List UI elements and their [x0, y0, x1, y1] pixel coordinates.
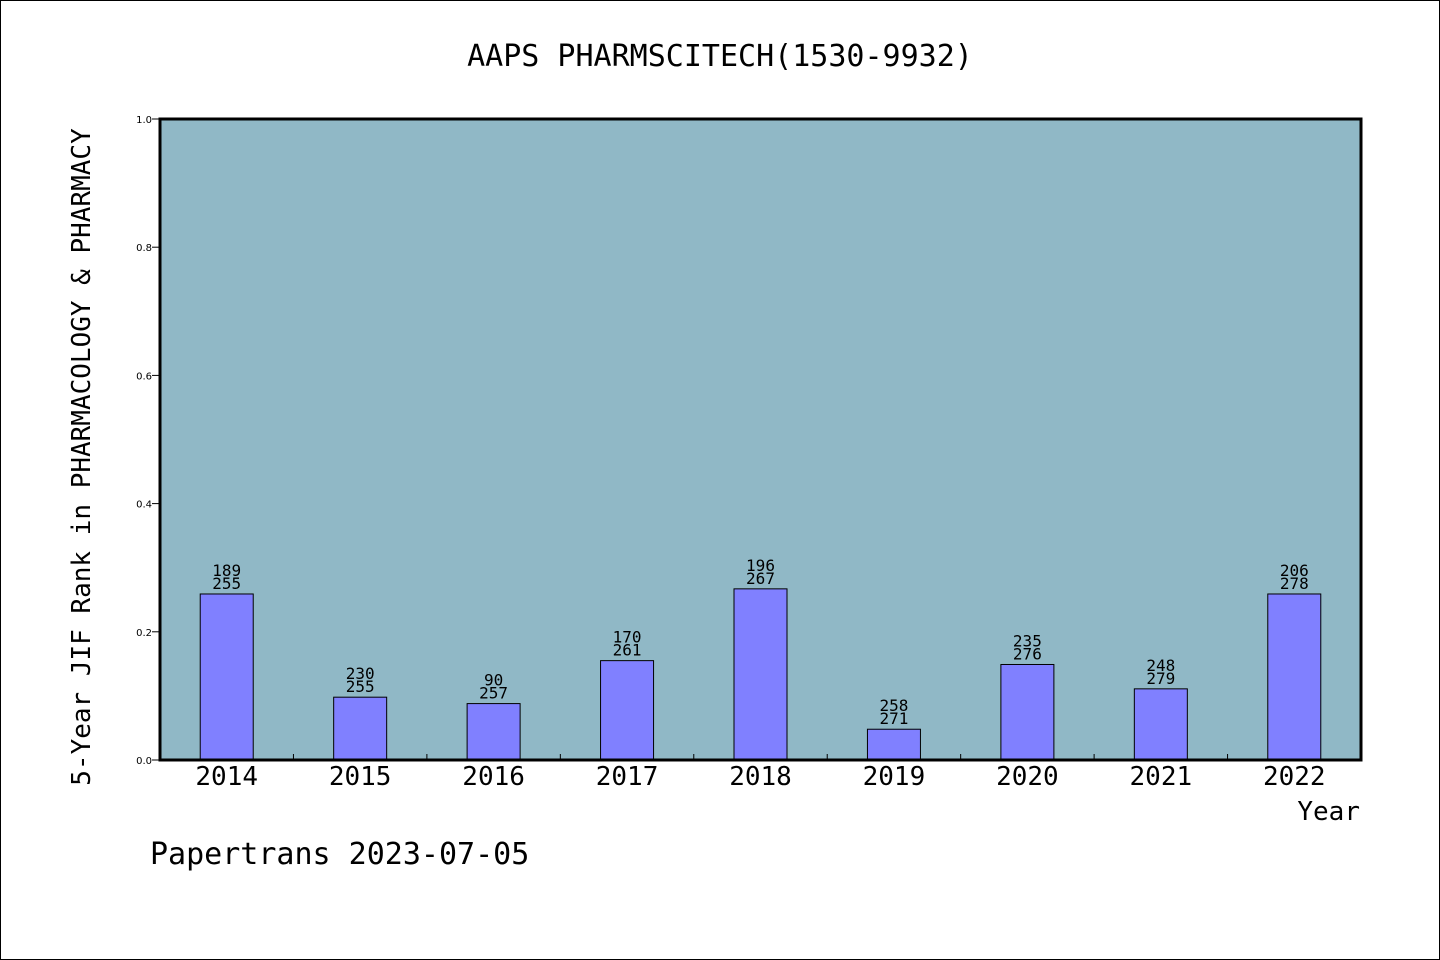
x-tick-label: 2020 [996, 762, 1059, 792]
plot-border [158, 117, 1363, 762]
bar-total-label: 279 [1146, 669, 1175, 688]
y-axis: 0.0 0.2 0.4 0.6 0.8 1.0 [136, 115, 160, 767]
x-tick-label: 2018 [729, 762, 792, 792]
bar-total-label: 255 [212, 574, 241, 593]
bar-total-label: 278 [1280, 574, 1309, 593]
y-tick-label: 0.0 [136, 756, 152, 767]
bar-2021 [1133, 688, 1188, 761]
x-tick-label: 2019 [863, 762, 926, 792]
y-tick-label: 0.4 [136, 500, 152, 511]
y-tick-label: 1.0 [136, 115, 152, 126]
x-tick-label: 2017 [596, 762, 659, 792]
bar-rank-label: 90 [484, 671, 503, 690]
x-tick-label: 2021 [1130, 762, 1193, 792]
bar-rank-label: 258 [879, 696, 908, 715]
bar-total-label: 276 [1013, 644, 1042, 663]
y-tick-label: 0.2 [136, 628, 152, 639]
bar-rank-label: 196 [746, 556, 775, 575]
bar-2020 [1000, 663, 1055, 761]
x-tick-label: 2016 [462, 762, 525, 792]
bar-2014 [199, 593, 254, 761]
y-tick-label: 0.8 [136, 243, 152, 254]
bar-total-label: 267 [746, 569, 775, 588]
bar-rank-label: 230 [346, 664, 375, 683]
bar-total-label: 271 [879, 709, 908, 728]
bar-rank-label: 170 [613, 628, 642, 647]
bar-2016 [466, 703, 521, 761]
bar-2022 [1267, 593, 1322, 761]
bar-rank-label: 189 [212, 561, 241, 580]
y-axis-label: 5-Year JIF Rank in PHARMACOLOGY & PHARMA… [67, 128, 97, 786]
x-axis-label: Year [1297, 797, 1360, 827]
x-tick-label: 2014 [195, 762, 258, 792]
bar-total-label: 261 [613, 641, 642, 660]
y-tick-label: 0.6 [136, 371, 152, 382]
bar-rank-label: 235 [1013, 631, 1042, 650]
bar-total-label: 257 [479, 684, 508, 703]
bar-total-label: 255 [346, 677, 375, 696]
x-tick-label: 2015 [329, 762, 392, 792]
x-axis: 2014 2015 2016 2017 2018 2019 2020 2021 2022 [195, 754, 1326, 792]
bar-2019 [866, 728, 921, 761]
bar-2017 [600, 660, 655, 761]
bar-rank-label: 248 [1146, 656, 1175, 675]
bar-rank-label: 206 [1280, 561, 1309, 580]
watermark: Papertrans 2023-07-05 [150, 837, 529, 872]
chart-title: AAPS PHARMSCITECH(1530-9932) [467, 39, 973, 74]
x-tick-label: 2022 [1263, 762, 1326, 792]
bar-2018 [733, 588, 788, 761]
bar-2015 [333, 696, 388, 761]
